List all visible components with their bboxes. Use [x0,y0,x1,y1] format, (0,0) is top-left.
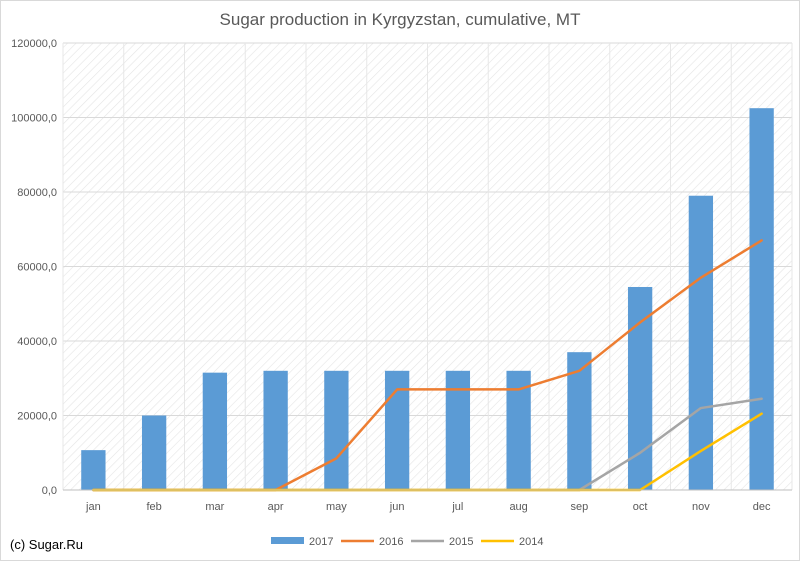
legend-label-2016: 2016 [379,536,403,548]
chart-title: Sugar production in Kyrgyzstan, cumulati… [219,10,581,29]
bar-2017-mar [202,372,228,490]
y-tick-label: 120000,0 [11,38,57,50]
bar-2017-oct [627,286,653,490]
y-tick-label: 40000,0 [17,336,57,348]
legend-label-2015: 2015 [449,536,473,548]
x-tick-label: may [326,501,347,513]
x-tick-label: apr [268,501,284,513]
source-credit: (c) Sugar.Ru [10,537,83,552]
y-tick-label: 80000,0 [17,187,57,199]
legend-label-2014: 2014 [519,536,543,548]
bar-series [81,108,774,490]
x-axis-ticks: jan feb mar apr may jun jul aug sep oct nov dec [63,489,792,513]
x-tick-label: jun [389,501,405,513]
bar-2017-sep [567,352,592,490]
x-tick-label: dec [753,501,771,513]
y-tick-label: 60000,0 [17,262,57,274]
x-tick-label: sep [571,501,589,513]
bar-2017-jan [81,450,106,490]
legend-swatch-2017 [271,537,304,544]
x-tick-label: mar [205,501,224,513]
x-tick-label: jan [85,501,101,513]
x-tick-label: feb [146,501,161,513]
legend-label-2017: 2017 [309,536,333,548]
gridlines [62,42,793,491]
bar-2017-nov [688,195,714,490]
x-tick-label: oct [633,501,648,513]
bar-2017-apr [263,370,288,490]
bar-2017-may [324,370,349,490]
bar-2017-dec [749,108,774,490]
x-tick-label: aug [509,501,527,513]
x-tick-label: jul [451,501,463,513]
y-tick-label: 20000,0 [17,411,57,423]
legend: 2017 2016 2015 2014 [271,536,543,548]
y-tick-label: 100000,0 [11,113,57,125]
y-axis-ticks: 0,0 20000,0 40000,0 60000,0 80000,0 100000,0 1… [11,38,57,497]
x-tick-label: nov [692,501,710,513]
y-tick-label: 0,0 [42,485,57,497]
bar-2017-feb [141,415,167,490]
